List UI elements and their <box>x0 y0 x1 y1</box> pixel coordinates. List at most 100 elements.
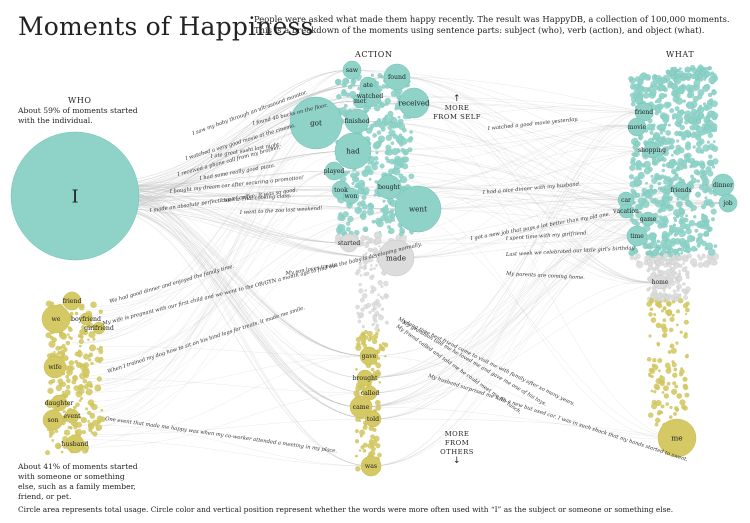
word-circle <box>375 443 381 449</box>
word-circle <box>669 343 675 349</box>
object-circle <box>657 418 697 458</box>
word-circle <box>709 202 715 208</box>
word-circle <box>54 442 62 450</box>
word-circle <box>712 165 716 169</box>
verb-label: won <box>344 193 357 200</box>
word-circle <box>676 255 681 260</box>
word-circle <box>67 425 71 429</box>
word-circle <box>633 153 637 157</box>
object-label: movie <box>628 124 647 131</box>
object-circle <box>718 193 738 213</box>
word-circle <box>360 214 367 221</box>
arrow-up-icon: ↑ <box>452 94 462 104</box>
word-circle <box>673 367 678 372</box>
word-circle <box>377 240 381 245</box>
word-circle <box>643 167 651 175</box>
flow-line <box>360 111 645 408</box>
word-circle <box>683 288 688 294</box>
word-circle <box>683 334 688 339</box>
flow-line <box>109 69 353 189</box>
word-circle <box>662 385 669 392</box>
flow-line <box>109 95 371 191</box>
word-circle <box>390 141 395 146</box>
word-circle <box>368 202 373 207</box>
word-circle <box>358 449 362 452</box>
word-circle <box>698 112 704 118</box>
subject-circle <box>10 131 140 261</box>
word-circle <box>378 381 382 384</box>
word-circle <box>678 67 682 71</box>
word-circle <box>377 280 383 286</box>
flow-line <box>74 439 372 467</box>
word-circle <box>702 260 710 268</box>
verb-circle <box>342 60 362 80</box>
word-circle <box>360 338 367 344</box>
word-circle <box>373 104 381 112</box>
word-circle <box>650 317 657 323</box>
word-circle <box>635 192 641 198</box>
word-circle <box>679 399 686 406</box>
word-circle <box>697 232 704 239</box>
word-circle <box>688 220 696 227</box>
verb-circle <box>334 132 372 170</box>
word-circle <box>706 219 710 223</box>
word-circle <box>691 112 695 117</box>
word-circle <box>62 347 68 353</box>
word-circle <box>667 249 671 253</box>
flow-line <box>109 186 374 420</box>
word-circle <box>678 293 682 296</box>
word-circle <box>637 171 645 180</box>
flow-line <box>109 150 354 194</box>
word-circle <box>658 215 663 220</box>
word-circle <box>651 363 656 368</box>
flow-line <box>109 208 374 420</box>
word-circle <box>60 450 64 454</box>
object-circle <box>618 203 634 219</box>
flow-line <box>413 102 661 283</box>
word-circle <box>374 399 381 406</box>
word-circle <box>669 108 675 114</box>
word-circle <box>376 193 380 197</box>
word-circle <box>655 322 662 329</box>
word-circle <box>650 293 654 297</box>
word-circle <box>48 340 56 348</box>
word-circle <box>690 133 696 139</box>
word-circle <box>690 74 697 80</box>
flow-line <box>372 218 649 420</box>
word-circle <box>703 230 710 237</box>
what-heading: WHAT <box>666 50 695 59</box>
object-circle <box>640 211 656 227</box>
word-circle <box>666 245 670 249</box>
flow-line <box>109 181 372 467</box>
word-circle <box>368 177 372 181</box>
subject-circle <box>65 434 85 454</box>
word-circle <box>63 429 71 436</box>
word-circle <box>707 132 714 139</box>
word-circle <box>657 136 664 143</box>
word-circle <box>672 292 679 299</box>
word-circle <box>668 195 673 201</box>
word-circle <box>394 91 401 98</box>
word-circle <box>698 256 703 261</box>
flow-line <box>82 195 352 308</box>
word-circle <box>711 145 719 152</box>
word-circle <box>83 384 89 390</box>
word-circle <box>684 392 690 398</box>
word-circle <box>361 293 368 299</box>
word-circle <box>670 237 677 244</box>
word-circle <box>60 381 67 387</box>
flow-line <box>94 355 370 437</box>
word-circle <box>77 349 82 353</box>
word-circle <box>368 310 372 314</box>
word-circle <box>670 179 674 183</box>
word-circle <box>650 237 657 243</box>
word-circle <box>676 393 683 399</box>
word-circle <box>351 181 355 185</box>
word-circle <box>648 372 652 377</box>
word-circle <box>50 301 55 306</box>
flow-line <box>395 125 638 259</box>
flow-line <box>109 210 372 467</box>
word-circle <box>92 431 98 437</box>
word-circle <box>372 247 378 253</box>
word-circle <box>66 333 70 336</box>
